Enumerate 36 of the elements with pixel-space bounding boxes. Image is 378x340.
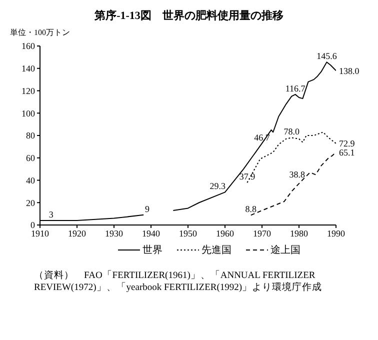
y-tick-label: 140 <box>22 64 36 74</box>
annotation: 65.1 <box>339 147 355 158</box>
x-tick-label: 1950 <box>179 228 198 238</box>
annotation: 29.3 <box>210 181 226 192</box>
annotation: 38.8 <box>289 169 306 180</box>
y-axis-title: 単位・100万トン <box>10 27 71 38</box>
x-tick-label: 1910 <box>31 228 50 238</box>
x-tick-label: 1940 <box>142 228 160 238</box>
x-tick-label: 1970 <box>253 228 272 238</box>
y-tick-label: 0 <box>30 220 36 230</box>
legend-label: 先進国 <box>200 244 232 257</box>
x-tick-label: 1960 <box>216 228 234 238</box>
annotation: 8.8 <box>245 204 258 214</box>
y-tick-label: 80 <box>26 130 36 141</box>
y-tick-label: 60 <box>26 153 36 164</box>
annotation: 9 <box>145 204 150 214</box>
y-tick-label: 40 <box>26 175 36 186</box>
annotation: 3 <box>48 210 54 220</box>
legend-label: 途上国 <box>270 244 300 257</box>
y-tick-label: 20 <box>26 198 36 208</box>
x-tick-label: 1990 <box>327 228 346 238</box>
annotation: 37.9 <box>239 172 256 182</box>
annotation: 138.0 <box>339 66 360 76</box>
text: （資料） FAO「FERTILIZER(1961)」、「ANNUAL FERTILIZER REVIEW(1972)」、「yearbook FERTILIZER(1992)」より環境庁作成 <box>34 271 324 295</box>
x-tick-label: 1930 <box>105 228 124 238</box>
x-tick-label: 1980 <box>290 228 308 238</box>
legend-label: 世界 <box>142 244 162 257</box>
chart-title: 第序-1-13図 世界の肥料使用量の推移 <box>94 8 284 23</box>
y-tick-label: 100 <box>22 108 36 118</box>
annotation: 78.0 <box>284 126 300 137</box>
x-tick-label: 1920 <box>68 228 86 238</box>
y-tick-label: 120 <box>22 86 36 96</box>
annotation: 116.7 <box>285 83 306 94</box>
y-tick-label: 160 <box>22 41 36 52</box>
annotation: 145.6 <box>316 51 338 62</box>
annotation: 72.9 <box>339 138 356 149</box>
